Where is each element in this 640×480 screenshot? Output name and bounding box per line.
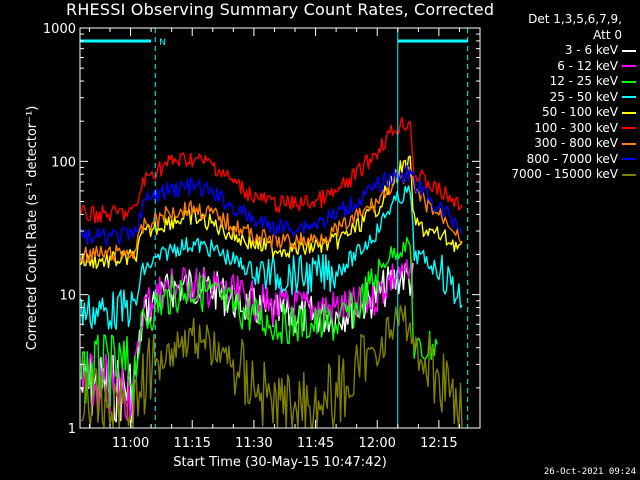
legend-swatch xyxy=(622,65,636,68)
y-tick-label: 1 xyxy=(68,422,76,437)
generation-timestamp: 26-Oct-2021 09:24 xyxy=(543,467,636,477)
series-line xyxy=(80,304,463,428)
legend-entry: 25 - 50 keV xyxy=(482,90,636,106)
legend-entry-label: 800 - 7000 keV xyxy=(526,151,618,166)
series-line xyxy=(80,116,463,224)
x-tick-label: 11:45 xyxy=(297,436,334,451)
legend-entry-label: 6 - 12 keV xyxy=(557,58,618,73)
y-axis-label: Corrected Count Rate (s⁻¹ detector⁻¹) xyxy=(25,106,40,351)
x-tick-label: 12:00 xyxy=(358,436,395,451)
x-tick-label: 11:00 xyxy=(112,436,149,451)
legend-entry-label: 25 - 50 keV xyxy=(549,89,618,104)
legend-entry-label: 3 - 6 keV xyxy=(564,43,618,57)
legend-swatch xyxy=(622,111,636,114)
interval-marker-label: N xyxy=(159,38,166,48)
y-tick-label: 100 xyxy=(51,155,76,170)
legend-entry: 800 - 7000 keV xyxy=(482,152,636,168)
series-line xyxy=(80,236,438,408)
series-layer xyxy=(80,116,463,428)
legend-entry-label: 12 - 25 keV xyxy=(549,74,618,88)
legend: Det 1,3,5,6,7,9, Att 0 3 - 6 keV 6 - 12 k… xyxy=(482,12,636,183)
series-line xyxy=(80,164,463,246)
legend-swatch xyxy=(622,96,636,99)
legend-entries: 3 - 6 keV 6 - 12 keV 12 - 25 keV 25 - 50 ke… xyxy=(482,43,636,183)
legend-entry: 100 - 300 keV xyxy=(482,121,636,137)
legend-swatch xyxy=(622,80,636,83)
x-tick-label: 11:15 xyxy=(173,436,210,451)
legend-entry-label: 7000 - 15000 keV xyxy=(511,167,618,181)
x-axis-label: Start Time (30-May-15 10:47:42) xyxy=(173,455,387,470)
legend-entry: 6 - 12 keV xyxy=(482,59,636,75)
legend-entry: 3 - 6 keV xyxy=(482,43,636,59)
legend-entry-label: 50 - 100 keV xyxy=(541,105,618,119)
legend-entry-label: 300 - 800 keV xyxy=(534,136,618,150)
series-line xyxy=(80,258,414,421)
legend-swatch xyxy=(622,173,636,176)
chart-title: RHESSI Observing Summary Count Rates, Co… xyxy=(66,0,495,19)
legend-detector-line: Det 1,3,5,6,7,9, xyxy=(528,12,622,26)
legend-entry: 50 - 100 keV xyxy=(482,105,636,121)
legend-entry: 12 - 25 keV xyxy=(482,74,636,90)
legend-swatch xyxy=(622,49,636,52)
legend-swatch xyxy=(622,127,636,130)
legend-entry: 300 - 800 keV xyxy=(482,136,636,152)
axes-layer: 1 10 100 1000 11:00 11:15 11:30 11:45 12:00 12:15… xyxy=(25,22,481,470)
legend-entry: 7000 - 15000 keV xyxy=(482,167,636,183)
x-tick-label: 11:30 xyxy=(235,436,272,451)
x-tick-label: 12:15 xyxy=(420,436,457,451)
legend-swatch xyxy=(622,142,636,145)
legend-attenuator-line: Att 0 xyxy=(593,27,622,42)
series-line xyxy=(80,185,463,331)
y-tick-label: 10 xyxy=(59,289,76,304)
legend-swatch xyxy=(622,158,636,161)
plot-frame xyxy=(79,27,481,429)
y-tick-label: 1000 xyxy=(43,22,76,37)
legend-entry-label: 100 - 300 keV xyxy=(534,120,618,135)
